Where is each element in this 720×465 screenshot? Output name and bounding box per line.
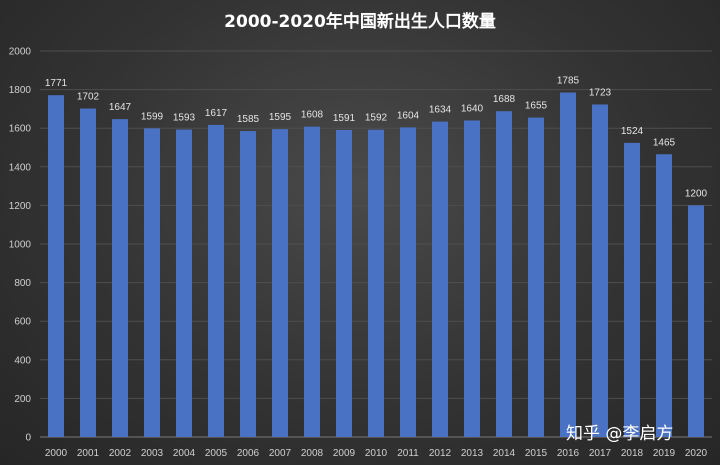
x-tick-label: 2011 — [397, 448, 419, 459]
data-label: 1608 — [301, 110, 324, 121]
data-label: 1688 — [493, 94, 516, 105]
bars — [48, 92, 704, 438]
y-tick-label: 1400 — [9, 162, 32, 173]
data-label: 1599 — [141, 111, 164, 122]
y-tick-label: 1600 — [9, 124, 32, 135]
bar — [624, 142, 640, 438]
bar — [304, 126, 320, 437]
bar — [272, 129, 288, 438]
data-label: 1785 — [557, 75, 580, 86]
data-label: 1591 — [333, 113, 356, 124]
data-label: 1585 — [237, 114, 260, 125]
x-tick-label: 2006 — [237, 448, 260, 459]
bar — [560, 92, 576, 438]
bar — [240, 131, 256, 437]
bar — [528, 117, 544, 438]
x-tick-label: 2005 — [205, 448, 228, 459]
data-label: 1723 — [589, 87, 612, 98]
y-tick-label: 1200 — [9, 201, 32, 212]
x-axis-ticks: 2000 2001 2002 2003 2004 2005 2006 2007 2008 2009… — [45, 448, 708, 459]
bar — [80, 108, 96, 437]
x-tick-label: 2012 — [429, 448, 452, 459]
x-tick-label: 2019 — [653, 448, 676, 459]
x-tick-label: 2000 — [45, 448, 68, 459]
bar — [464, 120, 480, 437]
bar — [688, 205, 704, 437]
x-tick-label: 2007 — [269, 448, 292, 459]
data-label: 1593 — [173, 113, 196, 124]
y-tick-label: 600 — [14, 317, 31, 328]
bar — [496, 111, 512, 437]
bar — [400, 127, 416, 437]
y-tick-label: 2000 — [9, 47, 32, 58]
bar — [144, 128, 160, 437]
x-tick-label: 2017 — [589, 448, 612, 459]
data-label: 1617 — [205, 108, 228, 119]
watermark: 知乎 @李启方 — [566, 424, 673, 444]
data-label: 1200 — [685, 188, 708, 199]
x-tick-label: 2020 — [685, 448, 708, 459]
bar — [112, 119, 128, 437]
data-label: 1595 — [269, 112, 292, 123]
x-tick-label: 2009 — [333, 448, 356, 459]
bar — [368, 129, 384, 437]
bar — [432, 121, 448, 437]
y-tick-label: 0 — [25, 433, 31, 444]
chart-title: 2000-2020年中国新出生人口数量 — [224, 11, 496, 32]
bar — [592, 104, 608, 437]
y-axis-ticks: 0 200 400 600 800 1000 1200 1400 1600 1800 2000 — [9, 47, 32, 444]
x-tick-label: 2016 — [557, 448, 580, 459]
x-tick-label: 2002 — [109, 448, 132, 459]
y-tick-label: 400 — [14, 355, 31, 366]
x-tick-label: 2003 — [141, 448, 164, 459]
x-tick-label: 2001 — [77, 448, 100, 459]
x-tick-label: 2010 — [365, 448, 388, 459]
data-label: 1640 — [461, 103, 484, 114]
x-tick-label: 2014 — [493, 448, 516, 459]
data-label: 1592 — [365, 113, 388, 124]
data-label: 1702 — [77, 92, 100, 103]
x-tick-label: 2013 — [461, 448, 484, 459]
y-tick-label: 1800 — [9, 85, 32, 96]
data-label: 1655 — [525, 101, 548, 112]
x-tick-label: 2004 — [173, 448, 196, 459]
bar — [176, 129, 192, 437]
bar — [336, 129, 352, 437]
bar — [208, 124, 224, 437]
data-label: 1524 — [621, 126, 644, 137]
data-label: 1647 — [109, 102, 132, 113]
data-label: 1604 — [397, 110, 420, 121]
x-tick-label: 2015 — [525, 448, 548, 459]
data-labels: 1771 1702 1647 1599 1593 1617 1585 1595 1608 1591… — [45, 75, 708, 199]
y-tick-label: 1000 — [9, 240, 32, 251]
bar — [48, 95, 64, 438]
y-tick-label: 200 — [14, 394, 31, 405]
bar — [656, 154, 672, 437]
y-tick-label: 800 — [14, 278, 31, 289]
x-tick-label: 2018 — [621, 448, 644, 459]
data-label: 1634 — [429, 105, 452, 116]
x-tick-label: 2008 — [301, 448, 324, 459]
data-label: 1465 — [653, 137, 676, 148]
data-label: 1771 — [45, 78, 68, 89]
